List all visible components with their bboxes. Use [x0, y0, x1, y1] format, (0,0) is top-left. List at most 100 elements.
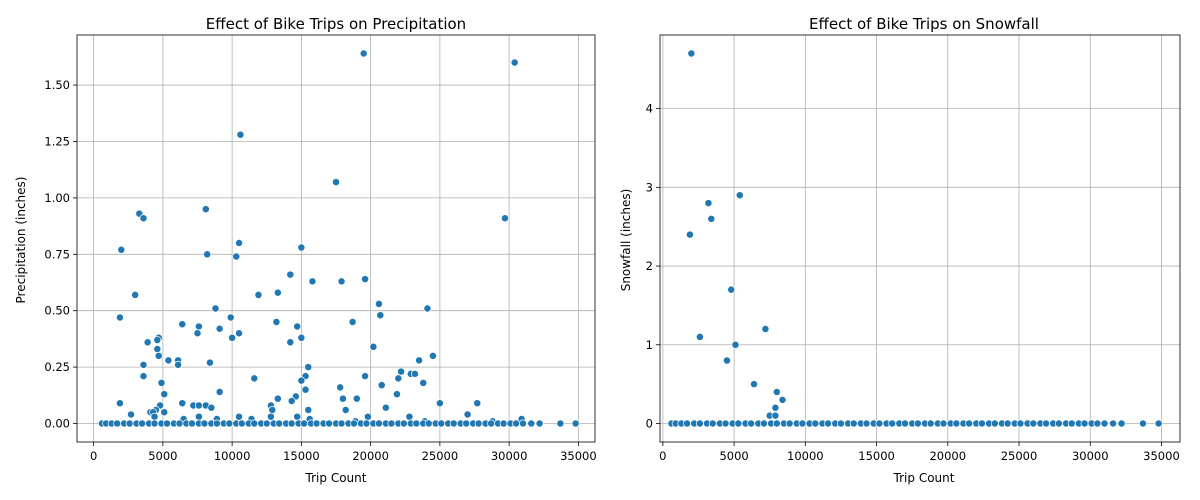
data-point [771, 403, 780, 412]
data-point [194, 322, 203, 331]
data-point [1139, 419, 1147, 428]
data-point [203, 250, 212, 259]
data-point [235, 329, 243, 338]
data-point [785, 419, 794, 428]
x-axis-label: Trip Count [305, 471, 367, 485]
data-point [268, 406, 277, 414]
data-point [272, 318, 281, 326]
data-point [685, 230, 694, 239]
grid [660, 35, 1180, 442]
data-point [374, 299, 383, 308]
data-point [771, 411, 780, 420]
data-point [750, 380, 758, 389]
data-point [727, 285, 736, 294]
data-point [160, 390, 169, 399]
y-tick-label: 0.50 [44, 304, 70, 318]
data-point [138, 419, 147, 428]
data-point [849, 419, 858, 428]
data-point [194, 401, 203, 410]
data-point [287, 419, 296, 428]
data-point [415, 356, 424, 365]
data-point [952, 419, 961, 428]
data-point [1003, 419, 1012, 428]
x-tick-label: 35000 [1143, 449, 1180, 463]
data-point [154, 351, 163, 360]
data-point [139, 214, 148, 223]
data-point [772, 419, 781, 428]
y-tick-label: 0.00 [44, 417, 70, 431]
data-point [1067, 419, 1076, 428]
data-point [225, 419, 234, 428]
data-point [125, 419, 134, 428]
y-tick-label: 4 [646, 102, 653, 116]
data-point [399, 419, 408, 428]
data-point [387, 419, 396, 428]
data-point [1093, 419, 1102, 428]
data-point [510, 58, 519, 67]
data-point [978, 419, 986, 428]
data-point [273, 394, 282, 403]
y-axis-label: Precipitation (inches) [14, 177, 28, 304]
data-point [215, 324, 224, 333]
data-point [131, 290, 140, 299]
data-point [332, 178, 340, 187]
data-point [901, 419, 909, 428]
data-point [200, 419, 209, 428]
data-point [519, 419, 527, 428]
data-point [1029, 419, 1038, 428]
data-point [341, 406, 350, 414]
x-tick-label: 0 [659, 449, 666, 463]
x-tick-label: 20000 [352, 449, 389, 463]
data-point [115, 399, 124, 408]
data-point [535, 419, 544, 428]
x-axis-label: Trip Count [893, 471, 955, 485]
data-point [273, 288, 282, 297]
data-point [721, 419, 730, 428]
data-point [449, 419, 458, 428]
data-point [286, 270, 295, 279]
y-tick-label: 1.25 [44, 134, 70, 148]
data-points [97, 49, 580, 428]
data-point [394, 374, 403, 383]
data-point [392, 390, 401, 399]
data-point [501, 214, 509, 223]
data-point [474, 419, 483, 428]
data-point [683, 419, 692, 428]
data-point [348, 318, 357, 326]
data-point [250, 419, 259, 428]
data-point [237, 419, 246, 428]
data-point [723, 356, 731, 365]
plot-frame [659, 34, 1181, 443]
data-point [193, 329, 202, 338]
data-point [293, 322, 302, 331]
x-tick-label: 5000 [719, 449, 748, 463]
data-point [336, 383, 345, 392]
data-point [798, 419, 807, 428]
data-point [164, 356, 173, 365]
x-tick-label: 10000 [214, 449, 251, 463]
data-point [153, 336, 162, 344]
data-point [350, 419, 358, 428]
x-tick-label: 15000 [283, 449, 320, 463]
data-point [926, 419, 935, 428]
data-point [708, 419, 717, 428]
data-point [1016, 419, 1025, 428]
y-tick-label: 1.00 [44, 191, 70, 205]
data-point [297, 376, 306, 385]
data-point [127, 410, 135, 419]
data-point [761, 325, 770, 333]
x-tick-label: 20000 [929, 449, 966, 463]
data-point [275, 419, 284, 428]
data-point [297, 333, 306, 342]
data-point [473, 399, 482, 408]
data-point [423, 304, 432, 313]
data-point [735, 191, 744, 200]
data-point [1100, 419, 1109, 428]
x-tick-label: 15000 [858, 449, 895, 463]
x-tick-label: 25000 [422, 449, 459, 463]
data-point [410, 369, 419, 378]
data-point [1154, 419, 1163, 428]
data-point [207, 403, 216, 412]
data-point [300, 419, 309, 428]
data-point [499, 419, 508, 428]
